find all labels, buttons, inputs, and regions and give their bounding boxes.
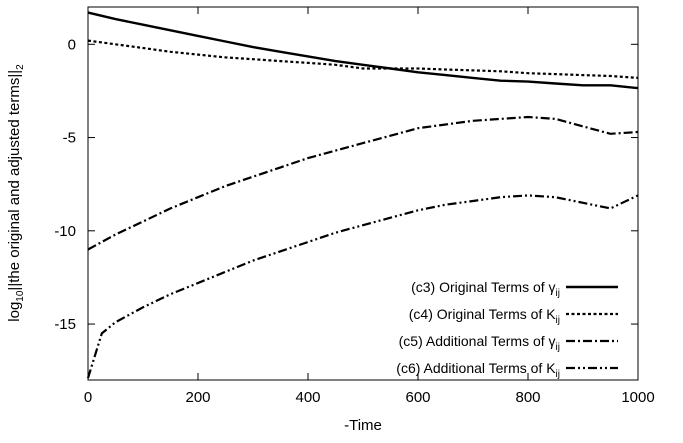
legend-label-symbol: γ [549, 279, 556, 295]
legend-label-c4: (c4) Original Terms of Kij [409, 306, 560, 326]
x-tick-label: 1000 [621, 389, 654, 406]
x-tick-label: 800 [515, 389, 540, 406]
y-axis-title: log10||the original and adjusted terms||… [6, 64, 26, 322]
legend-label-main: (c3) Original Terms of [411, 279, 548, 295]
y-axis-title-prefix: log [6, 302, 23, 322]
series-line-c3 [87, 11, 639, 90]
legend-label-subscript: ij [556, 342, 560, 353]
series-line-c5 [87, 115, 639, 251]
x-tick-label: 0 [84, 389, 92, 406]
legend-label-symbol: γ [549, 333, 556, 349]
legend-label-main: (c4) Original Terms of K [409, 306, 556, 322]
series-line-c4 [87, 39, 639, 79]
legend: (c3) Original Terms of γij(c4) Original … [396, 279, 618, 380]
series-line-c6 [86, 194, 639, 379]
legend-label-subscript: ij [556, 288, 560, 299]
legend-label-subscript: ij [556, 369, 560, 380]
legend-label-c3: (c3) Original Terms of γij [411, 279, 560, 299]
plot-frame [87, 6, 639, 381]
series-layer [86, 11, 639, 379]
y-tick-label: -15 [54, 316, 76, 333]
x-axis-title: -Time [344, 417, 382, 434]
y-axis-title-base: 10 [15, 290, 26, 302]
y-axis-title-mid: ||the original and adjusted terms|| [6, 70, 23, 291]
legend-label-subscript: ij [556, 315, 560, 326]
x-tick-label: 200 [185, 389, 210, 406]
y-tick-label: 0 [68, 36, 76, 53]
legend-label-c6: (c6) Additional Terms of Kij [396, 360, 560, 380]
y-tick-label: -5 [63, 130, 76, 147]
legend-label-main: (c6) Additional Terms of K [396, 360, 556, 376]
x-tick-label: 600 [405, 389, 430, 406]
legend-label-c5: (c5) Additional Terms of γij [399, 333, 560, 353]
axis-ticks: 0 200 400 600 800 1000 0 -5 -10 -15 [54, 7, 655, 406]
x-tick-label: 400 [295, 389, 320, 406]
y-axis-title-norm-sub: 2 [15, 64, 26, 70]
y-tick-label: -10 [54, 223, 76, 240]
legend-label-main: (c5) Additional Terms of [399, 333, 549, 349]
